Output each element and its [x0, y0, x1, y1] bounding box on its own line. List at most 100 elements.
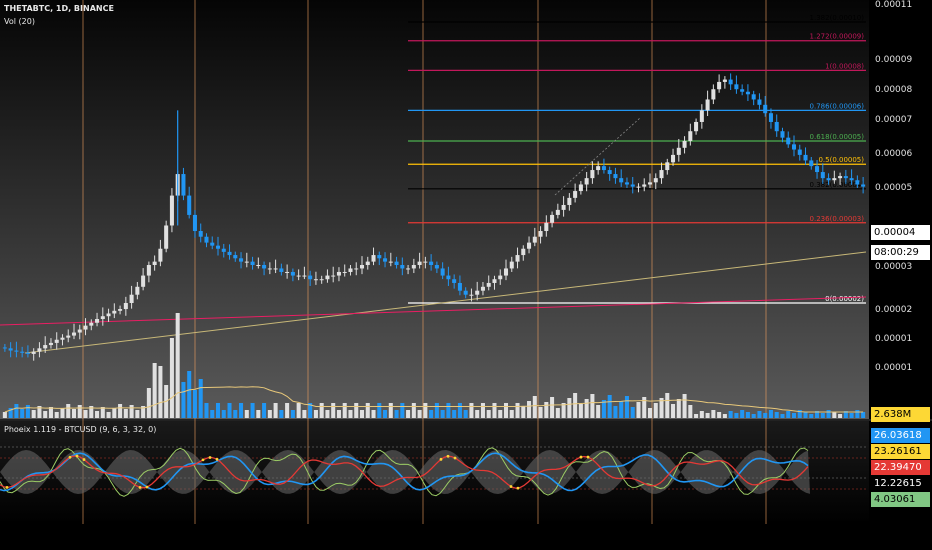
volume-bar-69: [400, 403, 405, 418]
volume-bar-133: [768, 410, 773, 418]
volume-bar-122: [705, 413, 710, 418]
candle-body-37: [215, 245, 221, 249]
volume-bar-90: [521, 406, 526, 418]
candle-body-43: [250, 261, 255, 266]
fib-label-6: 0.382(0.00004): [810, 181, 865, 189]
osc-dot: [68, 455, 72, 459]
candle-body-59: [342, 271, 347, 273]
osc-badge-red: 22.39470: [871, 460, 930, 475]
volume-bar-118: [682, 394, 687, 418]
oscillator-title: Phoeix 1.119 - BTCUSD (9, 6, 3, 32, 0): [4, 425, 157, 434]
candle-body-120: [694, 121, 699, 132]
volume-bar-54: [313, 410, 318, 418]
candle-body-4: [25, 352, 30, 354]
candle-body-1: [8, 348, 13, 351]
volume-bar-73: [423, 403, 428, 418]
candle-body-138: [797, 149, 802, 155]
volume-bar-6: [37, 406, 42, 418]
candle-body-79: [457, 282, 462, 291]
volume-bar-99: [573, 393, 578, 418]
price-tick-8: 0.00002: [875, 305, 912, 315]
candle-body-78: [452, 279, 457, 283]
candle-body-119: [688, 131, 693, 141]
ascending-trendline: [24, 251, 867, 354]
price-tick-10: 0.00001: [875, 363, 912, 373]
volume-bar-88: [509, 410, 514, 418]
osc-badge-yellow: 23.26161: [871, 444, 930, 459]
candle-body-67: [388, 261, 393, 263]
volume-bar-130: [751, 414, 756, 418]
candle-body-0: [2, 347, 7, 349]
volume-bar-74: [429, 410, 434, 418]
candle-body-22: [129, 294, 134, 303]
candle-body-12: [71, 332, 77, 336]
volume-bar-148: [855, 410, 860, 418]
candle-body-146: [843, 176, 848, 179]
volume-bar-40: [233, 410, 238, 418]
candle-body-38: [221, 248, 226, 252]
time-axis[interactable]: [0, 524, 869, 550]
volume-bar-89: [515, 403, 520, 418]
candle-body-140: [809, 160, 814, 167]
candle-body-148: [855, 180, 860, 185]
volume-bar-53: [308, 403, 313, 418]
fib-label-5: 0.5(0.00005): [818, 156, 864, 164]
volume-bar-111: [642, 397, 647, 418]
main-pane-background: [0, 0, 869, 419]
volume-bar-138: [797, 410, 802, 418]
oscillator-lines: [0, 446, 866, 497]
candle-body-142: [820, 172, 825, 179]
volume-bar-84: [486, 410, 491, 418]
price-candles: [2, 73, 866, 361]
volume-bar-68: [394, 410, 399, 418]
volume-bar-81: [469, 403, 474, 418]
candle-body-21: [123, 303, 128, 310]
osc-red-line: [0, 455, 809, 489]
candle-body-149: [861, 184, 866, 187]
fib-label-2: 1(0.00008): [825, 62, 864, 70]
candle-body-76: [440, 268, 445, 276]
candle-body-46: [267, 268, 272, 270]
candle-body-14: [83, 325, 88, 330]
osc-dot: [145, 485, 149, 489]
candle-body-101: [584, 178, 589, 185]
candle-body-123: [711, 89, 716, 100]
candle-body-57: [331, 275, 336, 277]
volume-bar-129: [745, 412, 750, 418]
candle-body-35: [204, 236, 209, 243]
candle-body-125: [722, 79, 727, 82]
volume-bar-82: [475, 410, 480, 418]
candle-body-40: [233, 255, 238, 259]
osc-dot: [586, 455, 590, 459]
volume-bar-23: [135, 410, 140, 418]
price-tick-0: 0.00011: [875, 0, 912, 10]
volume-bar-64: [371, 410, 376, 418]
volume-bar-63: [365, 403, 370, 418]
candle-body-17: [100, 316, 105, 319]
volume-bar-42: [244, 410, 249, 418]
candle-body-115: [665, 162, 670, 171]
osc-dot: [82, 458, 86, 461]
volume-bar-116: [671, 404, 676, 418]
volume-bar-15: [89, 406, 94, 418]
volume-bar-136: [786, 411, 791, 418]
candle-body-137: [791, 144, 797, 150]
volume-bar-22: [129, 405, 134, 418]
volume-bar-37: [215, 403, 221, 418]
candle-body-93: [538, 231, 543, 237]
candle-body-124: [717, 81, 722, 90]
volume-bar-44: [256, 410, 261, 418]
candle-body-74: [429, 261, 434, 266]
candle-body-60: [348, 268, 353, 272]
candle-body-18: [106, 313, 111, 317]
osc-badge-blue: 26.03618: [871, 428, 930, 443]
volume-bar-112: [647, 408, 653, 418]
volume-bar-25: [146, 388, 151, 418]
candle-body-31: [181, 174, 186, 196]
volume-bar-57: [331, 403, 336, 418]
volume-bar-110: [636, 402, 641, 418]
volume-bar-92: [532, 396, 537, 418]
candle-body-26: [152, 261, 157, 266]
candle-body-28: [164, 225, 169, 249]
